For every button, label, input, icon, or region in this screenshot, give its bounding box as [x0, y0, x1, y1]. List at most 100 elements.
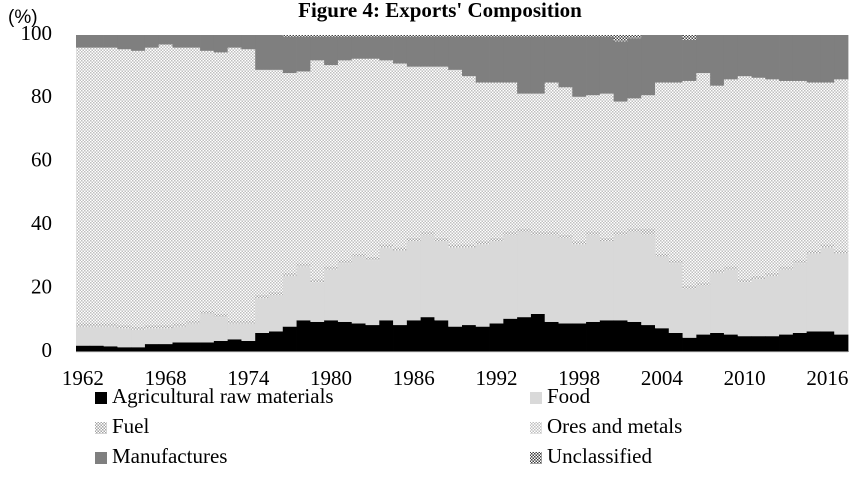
- bar-segment: [572, 96, 587, 242]
- bar-segment: [227, 35, 242, 48]
- bar-segment: [76, 323, 91, 327]
- bar-segment: [503, 36, 518, 83]
- bar-segment: [131, 326, 146, 330]
- bar-segment: [172, 342, 187, 352]
- bar-segment: [696, 334, 711, 352]
- bar-segment: [365, 58, 380, 257]
- bar-segment: [337, 321, 353, 352]
- bar-segment: [434, 241, 449, 321]
- bar-segment: [668, 35, 683, 83]
- bar-segment: [420, 35, 435, 37]
- bar-segment: [503, 231, 518, 235]
- bar-segment: [517, 93, 532, 229]
- bar-segment: [227, 320, 242, 324]
- bar-segment: [200, 313, 215, 343]
- y-tick-label: 40: [31, 211, 52, 235]
- bar-segment: [820, 331, 835, 352]
- bar-segment: [406, 241, 422, 321]
- bar-segment: [489, 323, 504, 352]
- bar-segment: [255, 69, 270, 295]
- legend-swatch: [530, 392, 542, 404]
- bar-segment: [448, 244, 463, 248]
- bar-segment: [172, 326, 187, 343]
- bar-segment: [213, 317, 229, 341]
- bar-segment: [627, 231, 642, 322]
- x-tick-label: 2004: [641, 366, 684, 390]
- bar-segment: [227, 323, 242, 340]
- bar-segment: [710, 272, 725, 333]
- bar-segment: [158, 44, 173, 326]
- bar-segment: [76, 326, 91, 346]
- x-tick-label: 1974: [227, 366, 270, 390]
- bar-segment: [820, 82, 835, 245]
- bar-segment: [517, 317, 532, 352]
- bar-segment: [172, 35, 187, 48]
- bar-segment: [530, 93, 546, 232]
- bar-segment: [172, 47, 187, 324]
- bar-segment: [792, 332, 808, 352]
- bar-segment: [558, 234, 573, 238]
- bar-segment: [337, 60, 353, 261]
- bar-segment: [586, 321, 601, 352]
- bar-segment: [820, 35, 835, 83]
- bar-segment: [365, 35, 380, 37]
- bar-segment: [517, 228, 532, 232]
- bar-segment: [779, 266, 794, 270]
- bar-segment: [599, 36, 615, 94]
- bar-segment: [462, 325, 477, 352]
- bar-segment: [696, 35, 711, 74]
- bar-segment: [158, 325, 173, 329]
- bar-segment: [627, 321, 642, 352]
- bar-segment: [572, 36, 587, 97]
- x-tick-label: 1986: [393, 366, 435, 390]
- bar-segment: [751, 275, 766, 280]
- bar-segment: [475, 241, 490, 245]
- bar-segment: [572, 241, 587, 245]
- bar-segment: [489, 237, 504, 242]
- bar-segment: [475, 244, 490, 327]
- y-axis-label: (%): [8, 7, 38, 28]
- bar-segment: [834, 250, 849, 254]
- bar-segment: [792, 260, 808, 264]
- bar-segment: [544, 321, 559, 352]
- bar-segment: [310, 282, 325, 322]
- bar-segment: [131, 329, 146, 348]
- bar-segment: [255, 298, 270, 333]
- bar-segment: [558, 237, 573, 324]
- bar-segment: [117, 347, 132, 352]
- bar-segment: [503, 234, 518, 319]
- bar-segment: [613, 41, 628, 102]
- bar-segment: [544, 234, 559, 322]
- bar-segment: [337, 36, 353, 61]
- bar-segment: [806, 331, 821, 352]
- bar-segment: [365, 36, 380, 59]
- y-tick-label: 20: [31, 274, 52, 298]
- bar-segment: [117, 325, 132, 329]
- bar-segment: [599, 241, 615, 321]
- bar-segment: [420, 317, 435, 352]
- bar-segment: [379, 247, 394, 321]
- bar-segment: [668, 260, 683, 264]
- bar-segment: [103, 326, 118, 347]
- bar-segment: [544, 231, 559, 235]
- bar-segment: [310, 279, 325, 283]
- bar-segment: [296, 320, 311, 352]
- bar-segment: [255, 35, 270, 70]
- bar-segment: [213, 52, 229, 314]
- bar-segment: [462, 36, 477, 77]
- x-tick-label: 2016: [806, 366, 848, 390]
- bar-segment: [420, 36, 435, 67]
- bar-segment: [462, 35, 477, 37]
- bar-segment: [517, 36, 532, 94]
- bar-segment: [806, 35, 821, 83]
- bar-segment: [351, 256, 366, 324]
- bar-segment: [241, 49, 256, 321]
- bar-segment: [406, 66, 422, 238]
- bar-segment: [103, 346, 118, 352]
- bar-segment: [296, 266, 311, 321]
- bar-segment: [696, 282, 711, 286]
- bar-segment: [696, 73, 711, 283]
- bar-segment: [103, 323, 118, 327]
- bar-segment: [462, 76, 477, 245]
- bar-segment: [599, 93, 615, 238]
